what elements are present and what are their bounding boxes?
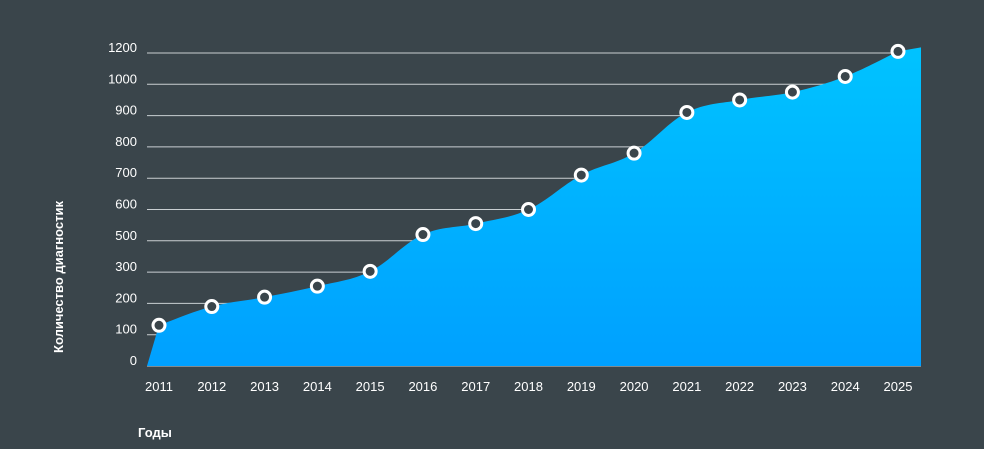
- x-tick-label: 2023: [778, 379, 807, 394]
- data-point[interactable]: [837, 68, 853, 84]
- data-point[interactable]: [468, 216, 484, 232]
- x-tick-label: 2025: [884, 379, 913, 394]
- y-tick-label: 0: [130, 353, 137, 368]
- data-point[interactable]: [784, 84, 800, 100]
- x-tick-label: 2013: [250, 379, 279, 394]
- y-tick-label: 700: [115, 165, 137, 180]
- x-tick-label: 2017: [461, 379, 490, 394]
- x-tick-label: 2016: [408, 379, 437, 394]
- data-point[interactable]: [626, 145, 642, 161]
- y-tick-label: 500: [115, 228, 137, 243]
- x-tick-label: 2024: [831, 379, 860, 394]
- data-markers: [151, 43, 906, 333]
- x-tick-label: 2014: [303, 379, 332, 394]
- x-tick-label: 2022: [725, 379, 754, 394]
- data-point[interactable]: [679, 104, 695, 120]
- data-point[interactable]: [151, 317, 167, 333]
- x-tick-label: 2020: [620, 379, 649, 394]
- y-tick-label: 600: [115, 197, 137, 212]
- data-point[interactable]: [415, 227, 431, 243]
- area-series: [147, 47, 921, 367]
- data-point[interactable]: [309, 278, 325, 294]
- y-tick-label: 1000: [108, 71, 137, 86]
- data-point[interactable]: [204, 299, 220, 315]
- data-point[interactable]: [732, 92, 748, 108]
- data-point[interactable]: [890, 43, 906, 59]
- y-tick-label: 300: [115, 259, 137, 274]
- x-tick-label: 2012: [197, 379, 226, 394]
- x-tick-label: 2015: [356, 379, 385, 394]
- x-tick-label: 2018: [514, 379, 543, 394]
- y-tick-label: 800: [115, 134, 137, 149]
- data-point[interactable]: [362, 263, 378, 279]
- x-tick-label: 2019: [567, 379, 596, 394]
- y-tick-label: 200: [115, 290, 137, 305]
- y-axis-ticks: 0 100 200 300 500 600 700 800 900 1000 1200: [108, 40, 137, 368]
- data-point[interactable]: [573, 167, 589, 183]
- y-tick-label: 1200: [108, 40, 137, 55]
- x-axis-title: Годы: [138, 425, 172, 440]
- area-fill: [147, 47, 921, 367]
- y-axis-title: Количество диагностик: [51, 201, 66, 353]
- y-tick-label: 900: [115, 103, 137, 118]
- x-tick-label: 2021: [672, 379, 701, 394]
- data-point[interactable]: [257, 289, 273, 305]
- data-point[interactable]: [521, 202, 536, 217]
- x-axis-ticks: 2011 2012 2013 2014 2015 2016 2017 2018 2019 2020…: [145, 379, 912, 394]
- x-tick-label: 2011: [145, 379, 173, 394]
- y-tick-label: 100: [115, 322, 137, 337]
